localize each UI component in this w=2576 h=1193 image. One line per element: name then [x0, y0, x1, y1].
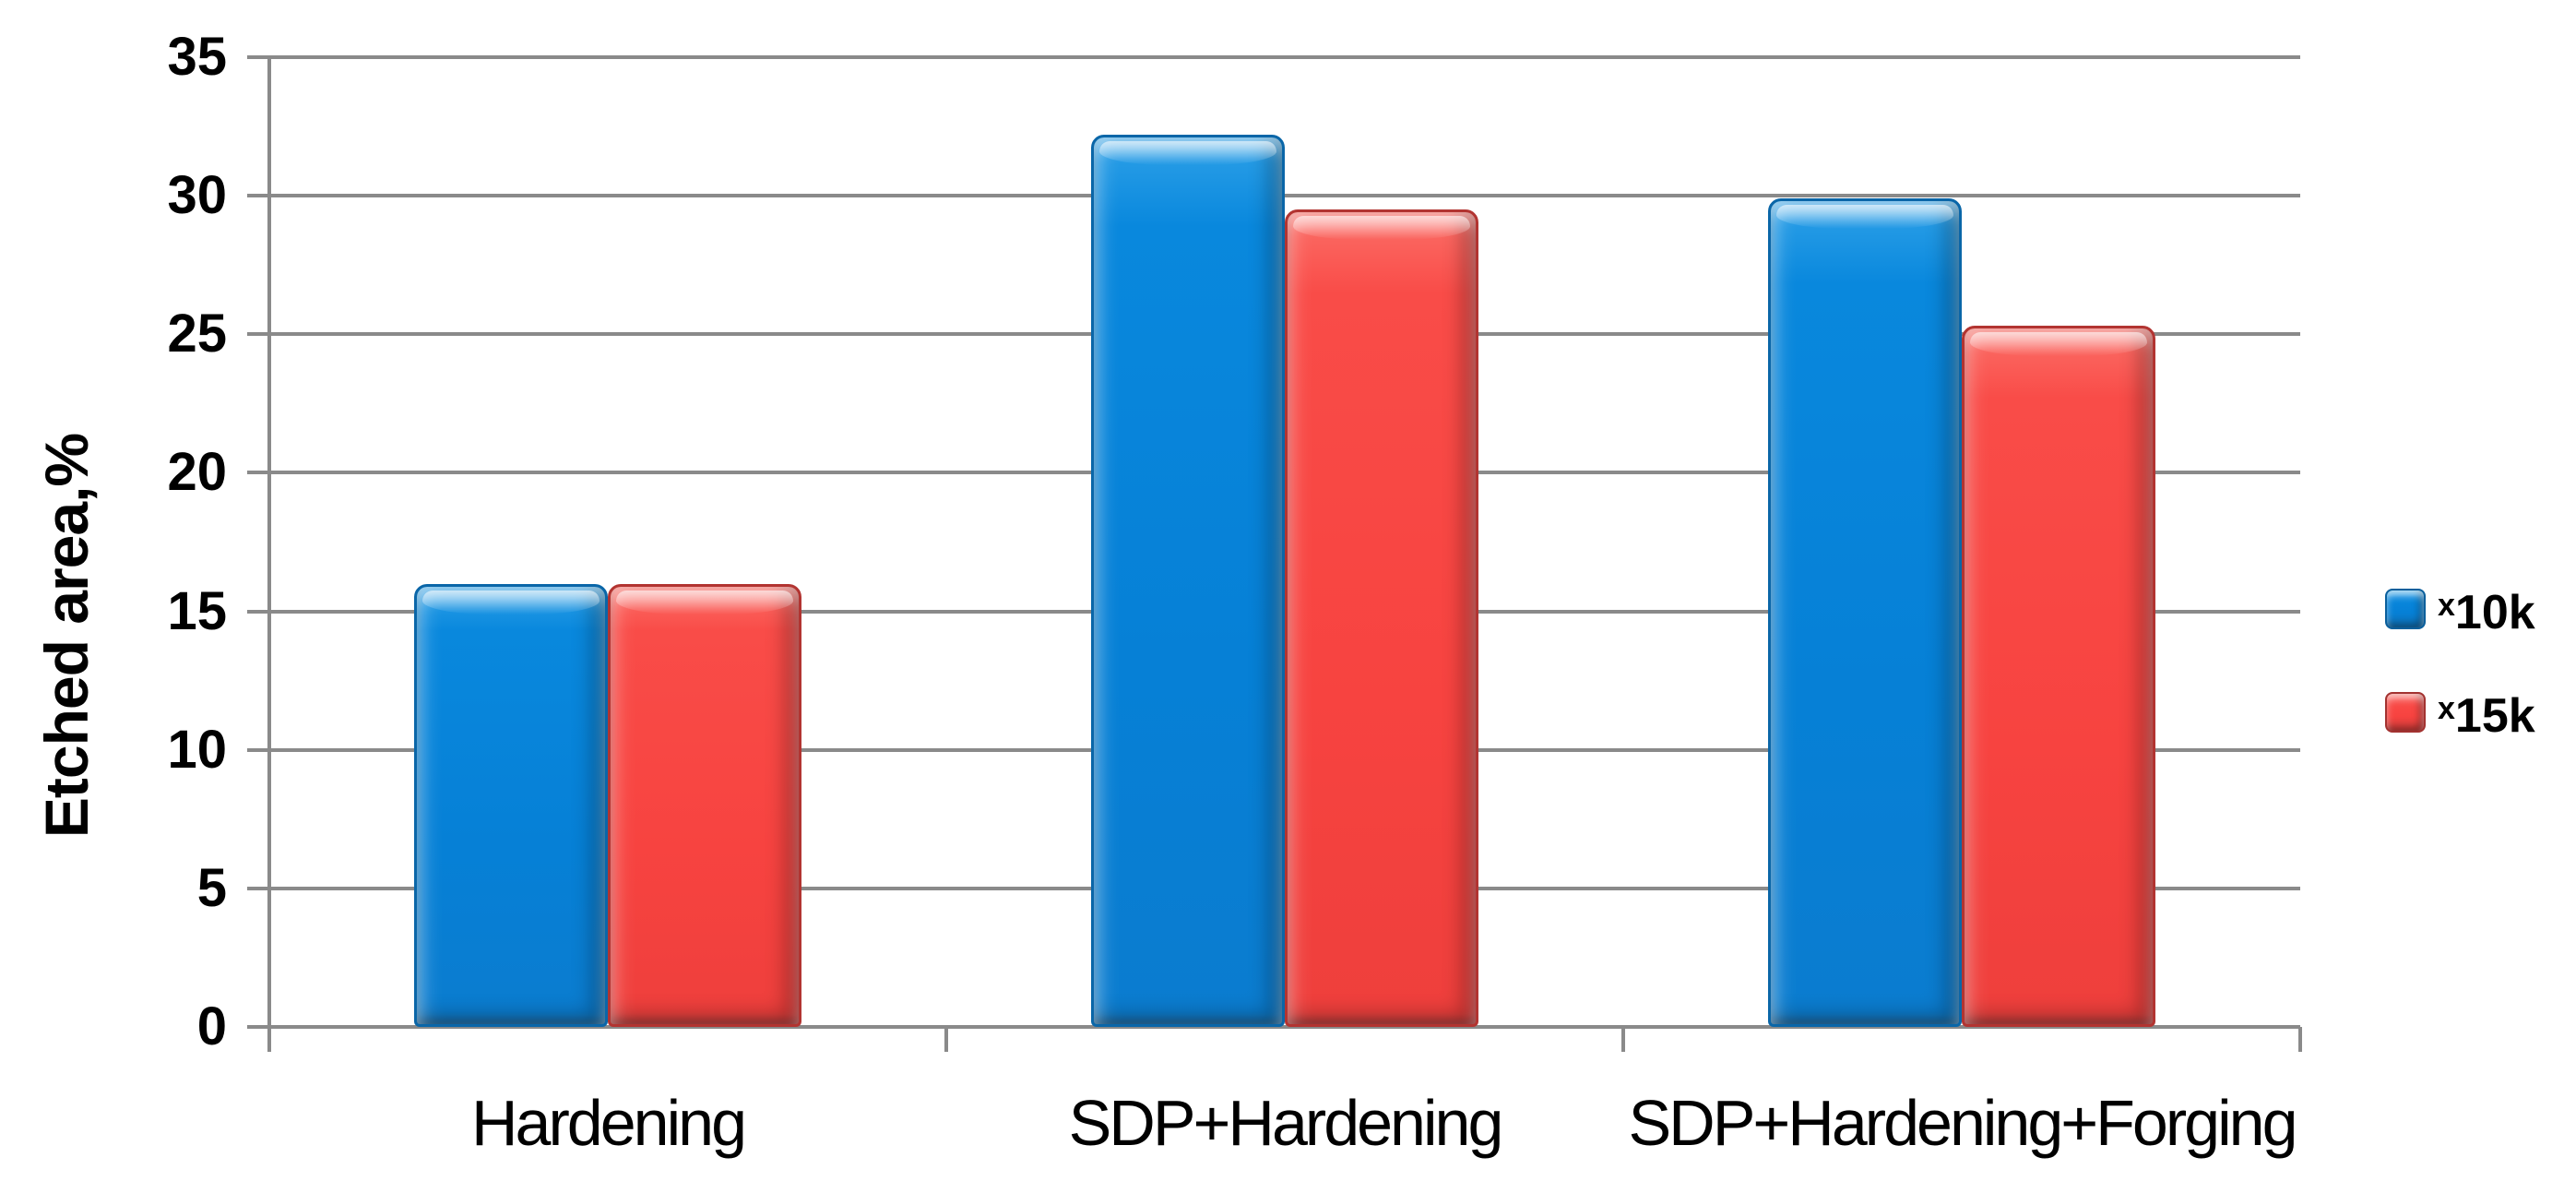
gridline — [269, 194, 2300, 198]
y-tick-label: 25 — [167, 304, 227, 364]
legend-label: x15k — [2438, 689, 2535, 743]
y-tick-label: 5 — [196, 857, 227, 918]
y-tick — [247, 194, 269, 198]
x-axis-line — [269, 1025, 2300, 1029]
y-tick — [247, 55, 269, 59]
bar-x10k-sdp+hardening — [1091, 135, 1285, 1027]
x-tick — [944, 1027, 948, 1052]
bar-x15k-sdp+hardening — [1285, 209, 1478, 1027]
y-tick-label: 0 — [196, 996, 227, 1056]
bar-x15k-sdp+hardening+forging — [1962, 326, 2155, 1027]
x-tick — [267, 1027, 271, 1052]
bar-x10k-hardening — [414, 583, 608, 1027]
y-tick — [247, 886, 269, 890]
y-tick-label: 30 — [167, 165, 227, 226]
legend-swatch-x15k — [2385, 692, 2426, 733]
y-tick — [247, 747, 269, 752]
gridline — [269, 55, 2300, 59]
legend-item-x15k: x15k — [2385, 685, 2535, 740]
y-tick-label: 35 — [167, 27, 227, 87]
y-tick-label: 15 — [167, 580, 227, 641]
legend-item-x10k: x10k — [2385, 581, 2535, 637]
y-tick-label: 20 — [167, 442, 227, 503]
y-tick — [247, 332, 269, 337]
category-label: Hardening — [471, 1087, 747, 1159]
y-tick — [247, 471, 269, 475]
y-axis-line — [267, 57, 271, 1027]
legend-label: x10k — [2438, 586, 2535, 639]
bar-x15k-hardening — [608, 583, 801, 1027]
legend-swatch-x10k — [2385, 589, 2426, 629]
category-label: SDP+Hardening+Forging — [1628, 1087, 2297, 1159]
y-tick-label: 10 — [167, 719, 227, 780]
x-tick — [2298, 1027, 2302, 1052]
bar-x10k-sdp+hardening+forging — [1768, 198, 1962, 1027]
legend: x10k x15k — [2385, 581, 2535, 740]
y-tick — [247, 609, 269, 614]
category-label: SDP+Hardening — [1068, 1087, 1504, 1159]
x-tick — [1621, 1027, 1625, 1052]
y-tick — [247, 1025, 269, 1029]
